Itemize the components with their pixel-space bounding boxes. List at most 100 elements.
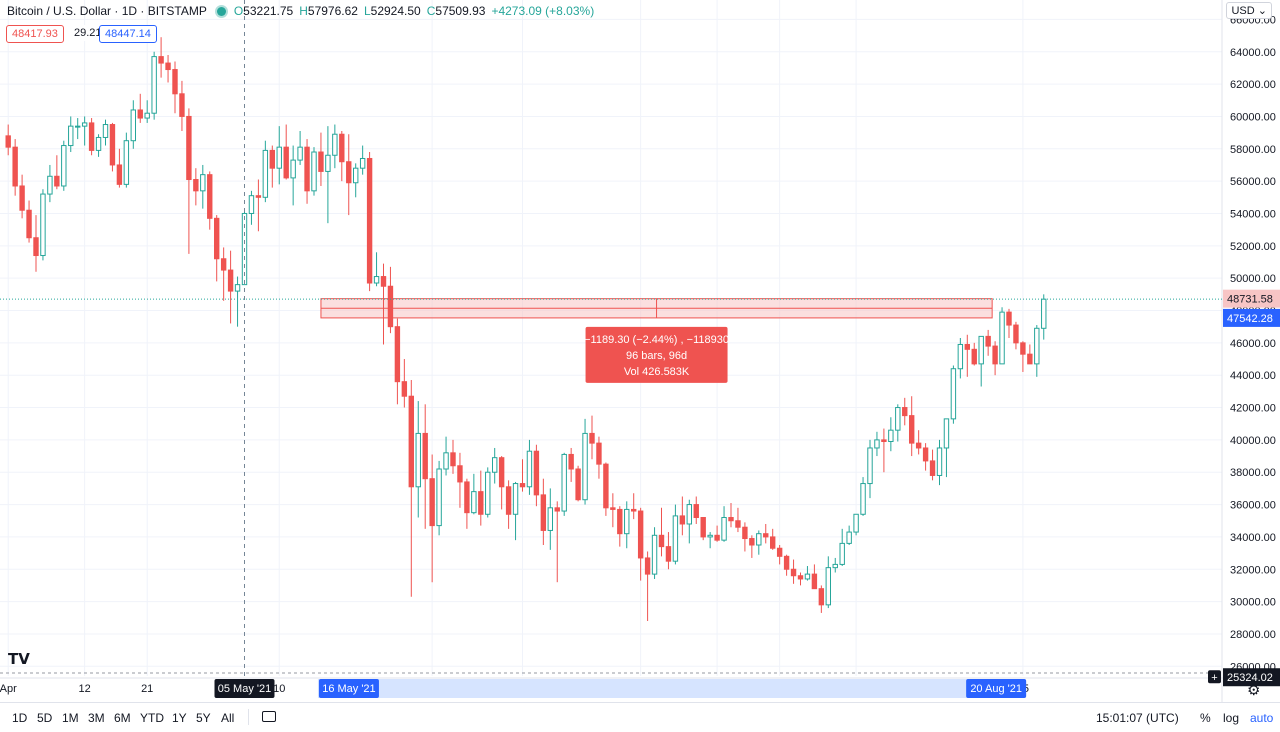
- candle-body: [756, 533, 762, 546]
- range-6m-button[interactable]: 6M: [114, 711, 131, 725]
- candle: [582, 418, 588, 505]
- candle: [505, 480, 512, 529]
- candle-body: [568, 453, 574, 470]
- candle: [561, 452, 567, 516]
- price-marker-box: [1223, 308, 1280, 327]
- price-marker-label: 47542.28: [1227, 313, 1273, 325]
- candle-body: [603, 463, 609, 509]
- candle-body: [895, 407, 901, 431]
- candle-body: [874, 439, 880, 449]
- y-tick-label: 28000.00: [1230, 629, 1276, 641]
- range-1y-button[interactable]: 1Y: [172, 711, 187, 725]
- range-all-button[interactable]: All: [221, 711, 235, 725]
- candle: [40, 189, 46, 261]
- candle: [568, 447, 574, 482]
- candle-body: [193, 179, 199, 192]
- candle-body: [658, 534, 665, 548]
- candle: [867, 439, 873, 499]
- candle: [436, 460, 442, 536]
- candle-body: [54, 175, 60, 187]
- candle-body: [790, 568, 797, 577]
- add-alert-plus-icon[interactable]: [1208, 670, 1221, 684]
- y-tick-label: 34000.00: [1230, 532, 1276, 544]
- candle-body: [533, 450, 540, 496]
- candle: [610, 493, 616, 528]
- candle-body: [130, 109, 137, 142]
- candle: [54, 155, 60, 190]
- candle-body: [526, 450, 533, 488]
- price-marker: 25324.02: [1223, 668, 1280, 687]
- candle-body: [582, 432, 588, 501]
- symbol-title[interactable]: Bitcoin / U.S. Dollar · 1D · BITSTAMP: [7, 4, 207, 18]
- candle: [888, 417, 894, 452]
- candle: [839, 528, 845, 567]
- candle: [172, 61, 178, 114]
- percent-scale-button[interactable]: %: [1200, 711, 1211, 725]
- candle: [220, 247, 227, 301]
- candle-body: [464, 481, 470, 514]
- candle-body: [915, 442, 922, 449]
- candle: [770, 528, 776, 550]
- candle: [1020, 341, 1026, 372]
- candle-body: [394, 326, 401, 383]
- candle: [957, 338, 964, 379]
- candle: [700, 517, 706, 541]
- candle-body: [672, 515, 679, 562]
- candle: [512, 481, 519, 541]
- candle-body: [839, 542, 845, 565]
- candle-body: [1041, 298, 1047, 329]
- y-tick-label: 38000.00: [1230, 467, 1276, 479]
- tradingview-logo[interactable]: TV: [8, 650, 30, 668]
- y-tick-label: 56000.00: [1230, 176, 1276, 188]
- candle-body: [902, 407, 908, 417]
- candle: [804, 566, 811, 581]
- candle: [936, 439, 943, 486]
- candle-body: [471, 491, 477, 514]
- candle-body: [783, 555, 790, 570]
- candle: [860, 477, 866, 516]
- candle-body: [40, 193, 46, 257]
- candle-body: [978, 335, 984, 365]
- candle: [227, 250, 234, 324]
- range-3m-button[interactable]: 3M: [88, 711, 105, 725]
- candle-body: [380, 276, 387, 287]
- candle: [742, 522, 748, 552]
- price-marker-label: 25324.02: [1227, 672, 1273, 684]
- y-tick-label: 46000.00: [1230, 338, 1276, 350]
- candle-body: [867, 447, 873, 485]
- calendar-icon[interactable]: [262, 711, 276, 722]
- candle: [47, 164, 53, 203]
- candle: [922, 443, 929, 471]
- currency-selector[interactable]: USD ⌄: [1226, 2, 1272, 19]
- range-5d-button[interactable]: 5D: [37, 711, 53, 725]
- range-5y-button[interactable]: 5Y: [196, 711, 211, 725]
- candle: [735, 507, 741, 533]
- candle: [464, 478, 470, 529]
- buy-price-button[interactable]: 48447.14: [99, 25, 157, 43]
- date-marker-label: 05 May '21: [218, 683, 271, 695]
- range-1m-button[interactable]: 1M: [62, 711, 79, 725]
- candle: [269, 145, 276, 188]
- candle-body: [81, 122, 88, 127]
- range-ytd-button[interactable]: YTD: [140, 711, 164, 725]
- sell-price-button[interactable]: 48417.93: [6, 25, 64, 43]
- candle-body: [909, 415, 915, 444]
- candle-body: [631, 508, 637, 512]
- candle: [672, 504, 679, 565]
- candle: [380, 263, 387, 345]
- spread-value: 29.21: [69, 25, 107, 41]
- candle: [130, 100, 137, 149]
- log-scale-button[interactable]: log: [1223, 711, 1240, 725]
- candle-body: [269, 149, 276, 169]
- candle: [401, 359, 408, 408]
- range-1d-button[interactable]: 1D: [12, 711, 28, 725]
- price-chart[interactable]: −1189.30 (−2.44%) , −118930 96 bars, 96d V…: [0, 0, 1280, 702]
- candle-body: [992, 345, 998, 365]
- gear-icon[interactable]: ⚙: [1247, 682, 1261, 699]
- candle: [554, 501, 560, 583]
- candle-body: [255, 195, 262, 198]
- candle-body: [429, 478, 435, 527]
- candle-body: [922, 447, 929, 462]
- candle-body: [401, 381, 408, 397]
- auto-scale-button[interactable]: auto: [1250, 711, 1274, 725]
